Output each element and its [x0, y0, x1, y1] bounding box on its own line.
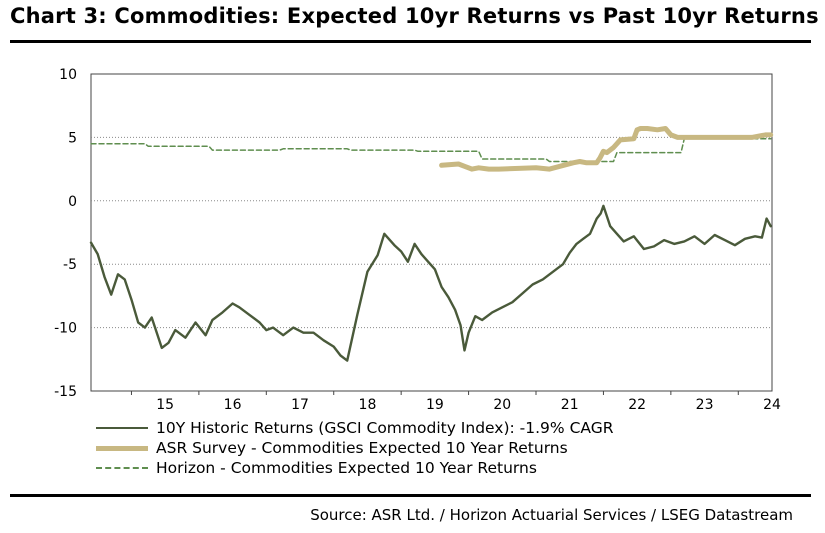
x-tick-label: 22: [628, 397, 646, 413]
plot-frame: [90, 73, 773, 392]
x-tick-label: 18: [359, 397, 377, 413]
legend-swatch-horizon: [96, 467, 148, 469]
source-note: Source: ASR Ltd. / Horizon Actuarial Ser…: [310, 506, 793, 524]
y-tick-label: 5: [68, 130, 77, 146]
legend-label-historic: 10Y Historic Returns (GSCI Commodity Ind…: [156, 419, 614, 437]
chart-title: Chart 3: Commodities: Expected 10yr Retu…: [10, 4, 819, 28]
legend-swatch-asr: [96, 445, 148, 451]
y-tick-label: -5: [63, 257, 77, 273]
legend-item-historic: 10Y Historic Returns (GSCI Commodity Ind…: [96, 418, 614, 438]
legend-label-horizon: Horizon - Commodities Expected 10 Year R…: [156, 459, 537, 477]
x-tick-label: 19: [426, 397, 444, 413]
legend-swatch-historic: [96, 427, 148, 429]
x-tick-label: 20: [493, 397, 511, 413]
series-asr-survey: [439, 126, 774, 172]
x-tick-label: 15: [156, 397, 174, 413]
x-tick-label: 16: [224, 397, 242, 413]
series-historic-returns: [89, 204, 772, 362]
legend-item-asr: ASR Survey - Commodities Expected 10 Yea…: [96, 438, 614, 458]
y-tick-label: -15: [54, 384, 77, 400]
y-tick-label: 10: [59, 67, 77, 83]
title-rule: [10, 40, 811, 43]
x-tick-label: 24: [763, 397, 781, 413]
x-tick-label: 21: [561, 397, 579, 413]
x-tick-label: 17: [291, 397, 309, 413]
x-tick-label: 23: [696, 397, 714, 413]
legend-item-horizon: Horizon - Commodities Expected 10 Year R…: [96, 458, 614, 478]
y-tick-label: -10: [54, 321, 77, 337]
footer-rule: [10, 494, 811, 497]
legend-label-asr: ASR Survey - Commodities Expected 10 Yea…: [156, 439, 568, 457]
series-horizon: [90, 137, 772, 163]
legend: 10Y Historic Returns (GSCI Commodity Ind…: [96, 418, 614, 478]
y-tick-label: 0: [68, 194, 77, 210]
